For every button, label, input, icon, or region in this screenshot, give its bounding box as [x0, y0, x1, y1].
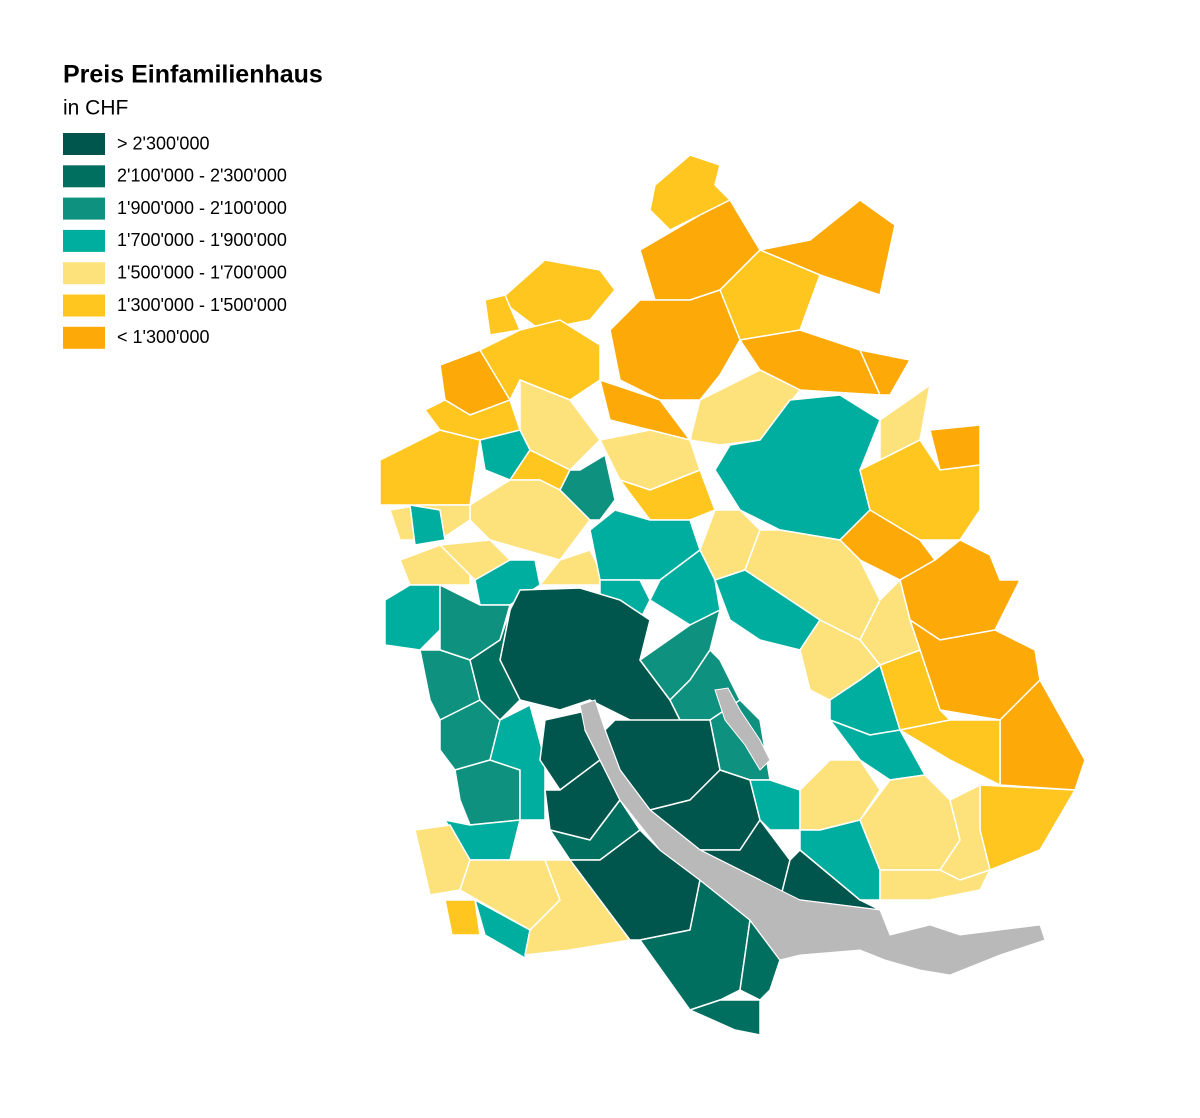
- legend-label: > 2'300'000: [117, 133, 209, 153]
- legend-label: 1'500'000 - 1'700'000: [117, 262, 287, 282]
- municipality: [379, 429, 481, 506]
- municipality: [444, 899, 481, 936]
- municipality: [609, 289, 741, 401]
- municipality: [409, 504, 446, 546]
- municipality: [489, 704, 546, 821]
- municipality: [469, 609, 521, 721]
- municipality: [499, 259, 616, 331]
- legend-swatch: [63, 262, 105, 285]
- legend: > 2'300'000 2'100'000 - 2'300'000 1'900'00…: [63, 133, 287, 349]
- regions: [379, 154, 1086, 1036]
- municipality: [559, 454, 616, 521]
- municipality: [689, 999, 761, 1036]
- municipality: [539, 549, 601, 586]
- legend-subtitle: in CHF: [63, 97, 128, 120]
- municipality: [384, 584, 441, 651]
- legend-title: Preis Einfamilienhaus: [63, 61, 323, 89]
- municipality: [929, 424, 981, 471]
- municipality: [899, 719, 1001, 786]
- municipality: [979, 784, 1076, 871]
- legend-swatch: [63, 165, 105, 188]
- legend-label: 1'700'000 - 1'900'000: [117, 230, 287, 250]
- municipality: [879, 869, 991, 901]
- municipality: [454, 759, 521, 826]
- legend-swatch: [63, 326, 105, 349]
- municipality: [474, 899, 531, 959]
- legend-swatch: [63, 133, 105, 155]
- legend-swatch: [63, 294, 105, 317]
- lake: [714, 687, 771, 771]
- legend-swatch: [63, 197, 105, 220]
- legend-label: < 1'300'000: [117, 327, 209, 347]
- legend-label: 1'300'000 - 1'500'000: [117, 295, 287, 315]
- legend-label: 2'100'000 - 2'300'000: [117, 166, 287, 186]
- legend-label: 1'900'000 - 2'100'000: [117, 198, 287, 218]
- lake: [579, 699, 1046, 976]
- legend-swatch: [63, 229, 105, 252]
- municipality: [859, 349, 911, 396]
- municipality: [739, 919, 781, 1001]
